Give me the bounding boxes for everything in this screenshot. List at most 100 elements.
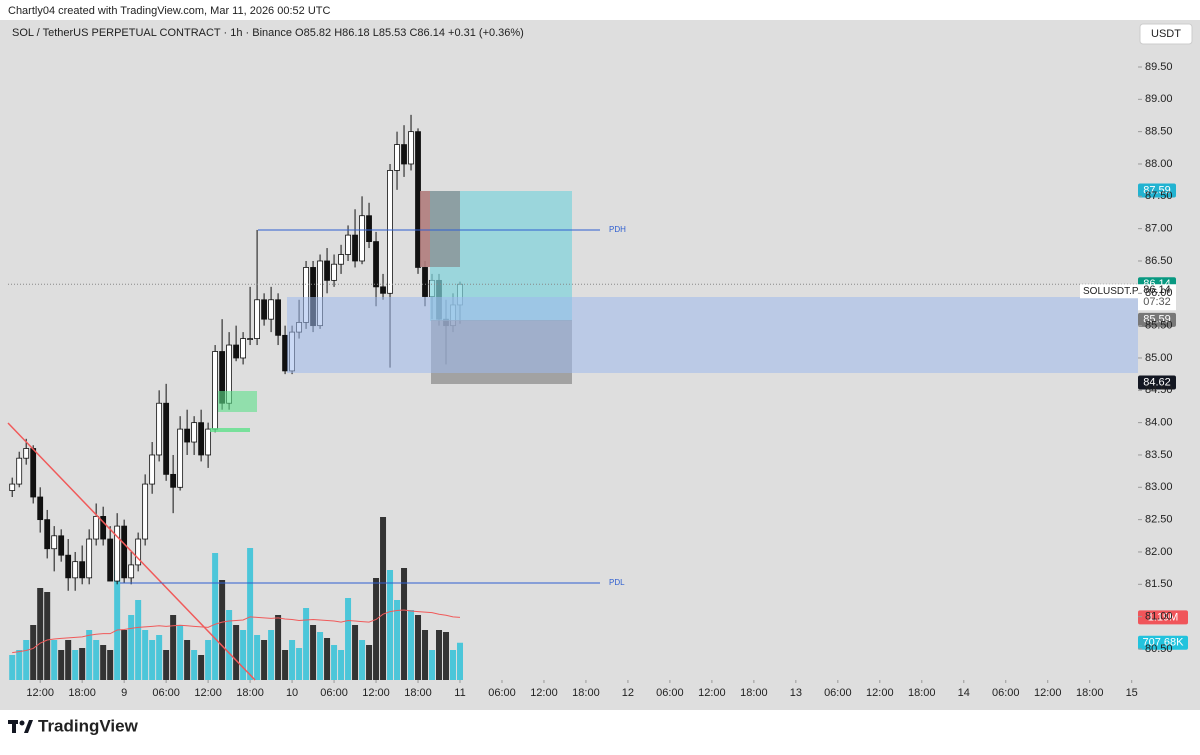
last-price: 86.14 bbox=[1143, 284, 1171, 296]
x-tick-label: 12:00 bbox=[362, 687, 390, 699]
volume-badge bbox=[1138, 635, 1188, 650]
volume-bar bbox=[205, 640, 212, 680]
x-tick-label: 18:00 bbox=[908, 687, 936, 699]
candle-body bbox=[163, 402, 170, 475]
x-tick-label: 18:00 bbox=[740, 687, 768, 699]
volume-bar bbox=[184, 640, 191, 680]
candle-body bbox=[422, 267, 428, 297]
x-tick-label: 12:00 bbox=[1034, 687, 1062, 699]
candle-body bbox=[121, 525, 128, 579]
volume-bar bbox=[380, 517, 387, 680]
candle-body bbox=[254, 299, 260, 339]
x-tick-label: 06:00 bbox=[656, 687, 684, 699]
zone-green bbox=[218, 391, 257, 412]
volume-bar bbox=[9, 655, 16, 680]
demand-zone bbox=[287, 297, 1138, 373]
symbol-header: SOL / TetherUS PERPETUAL CONTRACT · 1h ·… bbox=[12, 27, 524, 39]
x-tick-label: 06:00 bbox=[152, 687, 180, 699]
candle-body bbox=[324, 260, 330, 281]
volume-bar bbox=[72, 650, 79, 680]
candle-body bbox=[345, 234, 351, 255]
volume-bar bbox=[226, 610, 233, 680]
volume-bar bbox=[121, 630, 128, 680]
x-tick-label: 06:00 bbox=[824, 687, 852, 699]
ohlc-label: L85.53 bbox=[373, 27, 407, 39]
x-tick-label: 9 bbox=[121, 687, 127, 699]
candle-body bbox=[114, 525, 121, 582]
volume-bar bbox=[128, 615, 135, 680]
y-tick-label: 82.00 bbox=[1145, 546, 1173, 558]
trend-line bbox=[7, 422, 256, 681]
candle-body bbox=[408, 131, 414, 165]
volume-bar bbox=[415, 615, 422, 680]
x-tick-label: 12:00 bbox=[530, 687, 558, 699]
x-tick-label: 18:00 bbox=[1076, 687, 1104, 699]
candle-body bbox=[282, 334, 288, 372]
volume-bar bbox=[100, 645, 107, 680]
candle-body bbox=[191, 422, 198, 443]
volume-bar bbox=[408, 610, 415, 680]
x-tick-label: 12:00 bbox=[866, 687, 894, 699]
currency-button[interactable] bbox=[1139, 23, 1193, 45]
volume-bar bbox=[247, 548, 254, 680]
volume-bar bbox=[345, 598, 352, 680]
y-tick-label: 88.50 bbox=[1145, 126, 1173, 138]
x-tick-label: 15 bbox=[1126, 687, 1138, 699]
y-tick-label: 83.50 bbox=[1145, 449, 1173, 461]
volume-bar bbox=[177, 625, 184, 680]
candle-body bbox=[23, 448, 30, 459]
level-label: PDL bbox=[609, 578, 625, 587]
volume-bar bbox=[142, 630, 149, 680]
currency[interactable]: USDT bbox=[1151, 28, 1181, 40]
credit: Chartly04 created with TradingView.com, … bbox=[8, 5, 330, 17]
candle-body bbox=[366, 215, 372, 242]
volume-bar bbox=[79, 648, 86, 680]
candle-body bbox=[86, 538, 93, 579]
symbol-box bbox=[1080, 284, 1138, 299]
candle-body bbox=[380, 286, 386, 294]
volume-bar bbox=[443, 632, 450, 680]
candle-body bbox=[135, 538, 142, 566]
y-tick-label: 85.00 bbox=[1145, 352, 1173, 364]
y-tick-label: 80.50 bbox=[1145, 643, 1173, 655]
x-tick-label: 18:00 bbox=[236, 687, 264, 699]
countdown: 07:32 bbox=[1143, 296, 1171, 308]
volume-bar bbox=[170, 615, 177, 680]
y-tick-label: 81.50 bbox=[1145, 578, 1173, 590]
volume-bar bbox=[191, 650, 198, 680]
y-tick-label: 81.00 bbox=[1145, 611, 1173, 623]
x-tick-label: 06:00 bbox=[992, 687, 1020, 699]
x-tick-label: 12:00 bbox=[26, 687, 54, 699]
symbol-title: SOL / TetherUS PERPETUAL CONTRACT · 1h ·… bbox=[12, 27, 292, 39]
volume-bar bbox=[331, 645, 338, 680]
zone-green-thin bbox=[210, 428, 250, 432]
volume-bar bbox=[338, 650, 345, 680]
candle-body bbox=[170, 473, 177, 488]
volume-bar bbox=[387, 570, 394, 680]
volume-bar bbox=[401, 568, 408, 680]
volume-bar bbox=[107, 650, 114, 680]
volume-bar bbox=[163, 650, 170, 680]
candle-body bbox=[44, 519, 51, 550]
y-tick-label: 83.00 bbox=[1145, 481, 1173, 493]
y-tick-label: 87.00 bbox=[1145, 223, 1173, 235]
candle-body bbox=[51, 535, 58, 550]
volume-bar bbox=[261, 640, 268, 680]
volume-badge-label: 1.19M bbox=[1148, 611, 1179, 623]
candle-body bbox=[212, 351, 219, 430]
volume-bar bbox=[16, 650, 23, 680]
x-tick-label: 12:00 bbox=[194, 687, 222, 699]
y-tick-label: 88.00 bbox=[1145, 158, 1173, 170]
brand: TradingView bbox=[38, 716, 139, 735]
x-tick-label: 06:00 bbox=[320, 687, 348, 699]
y-tick-label: 86.50 bbox=[1145, 255, 1173, 267]
volume-bar bbox=[268, 630, 275, 680]
volume-bar bbox=[149, 640, 156, 680]
y-tick-label: 82.50 bbox=[1145, 514, 1173, 526]
volume-bar bbox=[317, 632, 324, 680]
price-badge bbox=[1138, 183, 1176, 198]
y-tick-label: 87.50 bbox=[1145, 190, 1173, 202]
last-price-box bbox=[1138, 284, 1176, 311]
